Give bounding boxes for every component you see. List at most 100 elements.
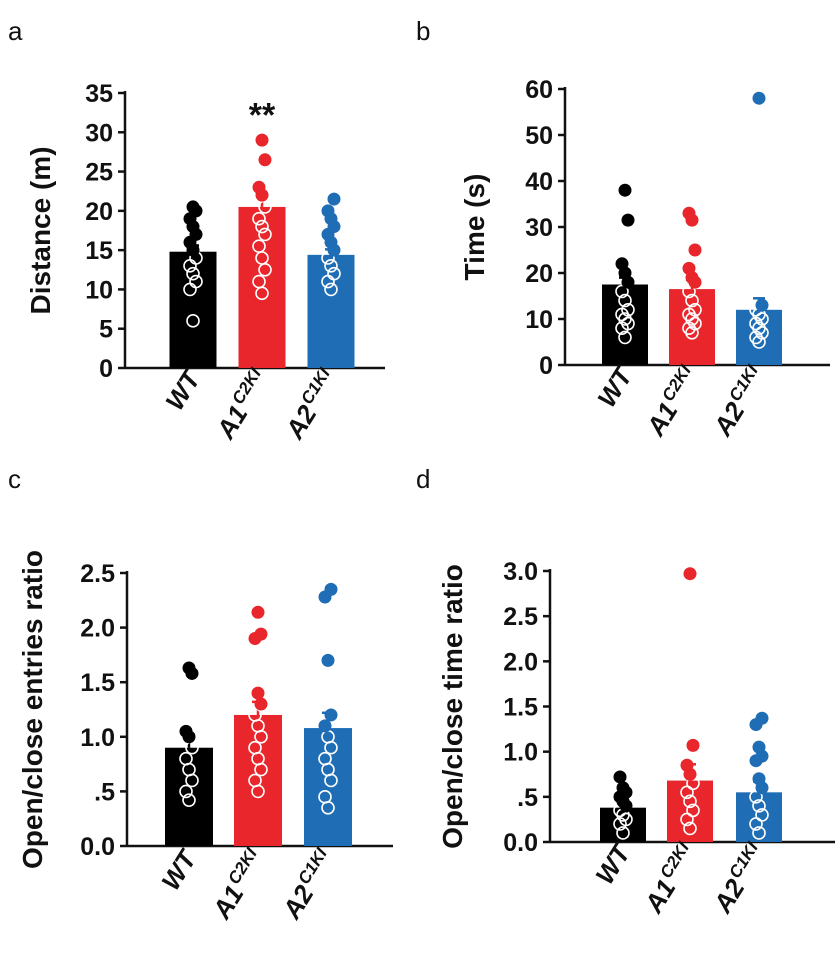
y-tick-label: 0.0 <box>80 833 115 861</box>
panel-letter: a <box>8 16 23 46</box>
data-point <box>182 793 196 807</box>
data-point <box>248 708 262 722</box>
category-base: A1 <box>206 880 250 925</box>
bar-a1 <box>234 714 282 846</box>
category-label: A1C2KI <box>209 364 276 445</box>
data-point <box>252 211 266 226</box>
data-point <box>618 330 632 345</box>
category-base: WT <box>159 363 207 415</box>
y-tick-label: 2.0 <box>80 615 115 643</box>
bar-a1 <box>667 780 713 842</box>
y-tick-label: 30 <box>85 119 113 147</box>
data-point <box>327 192 341 206</box>
data-point <box>248 773 262 788</box>
data-point <box>258 200 272 214</box>
data-point <box>688 243 702 257</box>
category-label: WT <box>591 360 639 412</box>
y-tick-label: 60 <box>525 76 553 104</box>
y-tick-label: 25 <box>85 159 113 187</box>
data-point <box>752 772 766 786</box>
data-point <box>752 91 766 105</box>
data-point <box>318 790 332 804</box>
data-point <box>186 314 200 328</box>
category-superscript: C2KI <box>658 361 695 405</box>
category-superscript: C1KI <box>297 364 334 408</box>
y-tick-label: 5 <box>99 316 113 344</box>
category-base: A2 <box>707 396 751 441</box>
data-point <box>179 724 193 738</box>
data-point <box>616 781 630 795</box>
y-tick-label: 50 <box>525 122 553 150</box>
data-point <box>621 302 635 317</box>
y-tick-label: 1.5 <box>80 669 115 697</box>
category-base: A2 <box>279 399 323 444</box>
data-point <box>613 770 627 784</box>
data-point <box>186 200 200 214</box>
data-point <box>258 227 272 242</box>
category-label: A2C1KI <box>706 361 773 442</box>
panel-letter: d <box>416 464 430 494</box>
data-point <box>324 708 338 722</box>
category-base: A1 <box>640 397 684 442</box>
y-tick-label: 0 <box>99 355 113 383</box>
data-point <box>683 567 697 581</box>
y-axis-label: Distance (m) <box>25 146 56 314</box>
data-point <box>258 153 272 167</box>
y-axis-label: Open/close entries ratio <box>17 550 48 869</box>
category-label: WT <box>155 843 203 895</box>
data-point <box>254 697 268 711</box>
y-tick-label: 1.0 <box>80 724 115 752</box>
panel-letter: b <box>416 16 430 46</box>
data-point <box>255 219 269 234</box>
data-point <box>179 784 193 799</box>
category-label: A1C2KI <box>205 844 272 925</box>
data-point <box>327 266 341 281</box>
data-point <box>615 257 629 271</box>
data-point <box>251 686 265 700</box>
category-label: A2C1KI <box>275 844 342 925</box>
y-tick-label: 40 <box>525 168 553 196</box>
y-tick-label: 10 <box>85 276 113 304</box>
chart-panel-c: c Open/close entries ratio 0.0 .5 1.0 1.5 2.0 2… <box>8 464 393 925</box>
data-point <box>318 719 332 733</box>
y-tick-label: 30 <box>525 214 553 242</box>
category-base: A1 <box>638 874 682 919</box>
y-tick-label: 15 <box>85 237 113 265</box>
data-point <box>682 261 696 275</box>
y-axis-label: Open/close time ratio <box>437 564 468 849</box>
category-label: A2C1KI <box>278 364 345 445</box>
data-point <box>683 821 697 836</box>
category-superscript: C2KI <box>224 844 261 888</box>
data-point <box>324 259 338 273</box>
category-base: A1 <box>210 400 254 445</box>
panel-letter: c <box>8 464 21 494</box>
data-point <box>682 284 696 299</box>
y-tick-label: 0 <box>539 352 553 380</box>
data-point <box>621 213 635 227</box>
data-point <box>680 758 694 772</box>
data-point <box>749 790 763 804</box>
category-base: WT <box>591 360 639 412</box>
y-tick-label: 1.5 <box>503 694 538 722</box>
category-base: WT <box>589 837 637 889</box>
y-tick-label: 20 <box>525 260 553 288</box>
data-point <box>179 751 193 766</box>
data-point <box>616 826 630 840</box>
data-point <box>752 740 766 754</box>
category-superscript: C1KI <box>725 838 762 882</box>
category-superscript: C1KI <box>725 361 762 405</box>
bar-a2 <box>307 254 355 368</box>
data-point <box>685 293 699 308</box>
y-tick-label: .5 <box>517 784 538 812</box>
data-point <box>755 298 769 312</box>
category-label: A1C2KI <box>637 838 704 919</box>
bar-wt <box>169 251 217 368</box>
data-point <box>618 183 632 197</box>
y-tick-label: 1.0 <box>503 739 538 767</box>
y-tick-label: .5 <box>94 778 115 806</box>
data-point <box>683 794 697 809</box>
data-point <box>755 808 769 822</box>
